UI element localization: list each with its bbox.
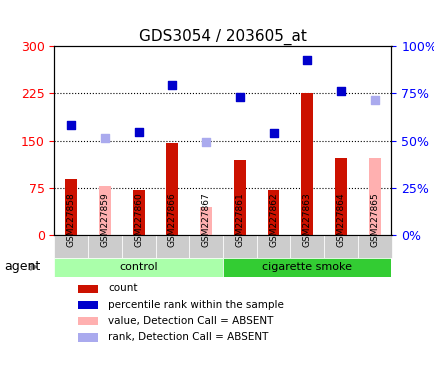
Point bbox=[303, 57, 310, 63]
FancyBboxPatch shape bbox=[122, 235, 155, 258]
FancyBboxPatch shape bbox=[323, 235, 357, 258]
Bar bbox=[301, 93, 312, 235]
Text: GSM227865: GSM227865 bbox=[369, 192, 378, 247]
Text: percentile rank within the sample: percentile rank within the sample bbox=[108, 300, 283, 310]
Point bbox=[135, 129, 142, 136]
Bar bbox=[78, 285, 98, 293]
Point bbox=[68, 122, 75, 128]
Text: value, Detection Call = ABSENT: value, Detection Call = ABSENT bbox=[108, 316, 273, 326]
Bar bbox=[132, 190, 144, 235]
Text: GSM227860: GSM227860 bbox=[134, 192, 143, 247]
FancyBboxPatch shape bbox=[290, 235, 323, 258]
Text: count: count bbox=[108, 283, 138, 293]
Bar bbox=[65, 179, 77, 235]
Bar bbox=[78, 333, 98, 342]
Text: GSM227861: GSM227861 bbox=[235, 192, 244, 247]
FancyBboxPatch shape bbox=[357, 235, 391, 258]
Text: GSM227862: GSM227862 bbox=[268, 192, 277, 247]
Text: cigarette smoke: cigarette smoke bbox=[262, 262, 352, 272]
Point bbox=[236, 93, 243, 99]
FancyBboxPatch shape bbox=[223, 235, 256, 258]
FancyBboxPatch shape bbox=[88, 235, 122, 258]
FancyBboxPatch shape bbox=[54, 235, 88, 258]
Bar bbox=[233, 160, 245, 235]
Text: agent: agent bbox=[4, 260, 40, 273]
Text: rank, Detection Call = ABSENT: rank, Detection Call = ABSENT bbox=[108, 332, 268, 342]
Title: GDS3054 / 203605_at: GDS3054 / 203605_at bbox=[139, 28, 306, 45]
Text: GSM227858: GSM227858 bbox=[66, 192, 76, 247]
Text: GSM227866: GSM227866 bbox=[168, 192, 177, 247]
Bar bbox=[99, 186, 111, 235]
FancyBboxPatch shape bbox=[223, 258, 391, 277]
Point bbox=[168, 82, 175, 88]
Bar bbox=[200, 207, 211, 235]
Bar bbox=[334, 158, 346, 235]
Text: control: control bbox=[119, 262, 158, 272]
Bar bbox=[78, 317, 98, 326]
Text: GSM227867: GSM227867 bbox=[201, 192, 210, 247]
Text: GSM227859: GSM227859 bbox=[100, 192, 109, 247]
FancyBboxPatch shape bbox=[256, 235, 290, 258]
FancyBboxPatch shape bbox=[54, 258, 223, 277]
Bar bbox=[78, 301, 98, 309]
Point bbox=[202, 139, 209, 145]
Point bbox=[337, 88, 344, 94]
Point bbox=[370, 97, 377, 103]
FancyBboxPatch shape bbox=[155, 235, 189, 258]
Bar bbox=[166, 142, 178, 235]
Point bbox=[101, 134, 108, 141]
Bar bbox=[368, 158, 380, 235]
Bar bbox=[267, 190, 279, 235]
Text: GSM227864: GSM227864 bbox=[335, 192, 345, 247]
Point bbox=[270, 130, 276, 136]
Text: GSM227863: GSM227863 bbox=[302, 192, 311, 247]
FancyBboxPatch shape bbox=[189, 235, 223, 258]
